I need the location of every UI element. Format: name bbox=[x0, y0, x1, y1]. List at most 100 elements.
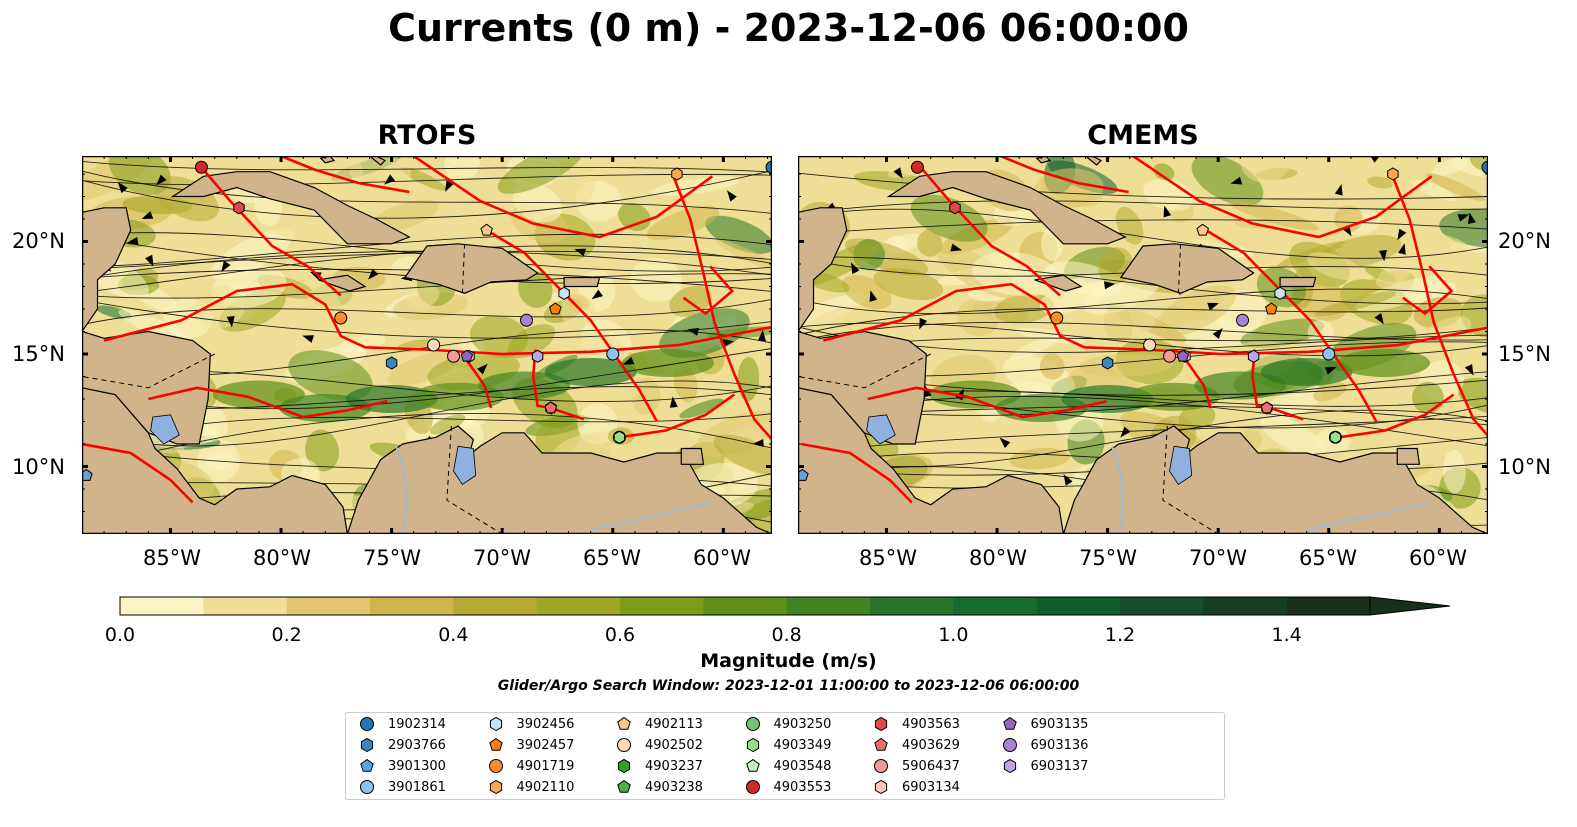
float-marker-4901719 bbox=[1050, 311, 1064, 325]
circle-icon bbox=[874, 759, 888, 773]
glider-track bbox=[867, 386, 1107, 419]
hexagon-icon bbox=[874, 716, 888, 732]
circle-icon bbox=[488, 759, 503, 773]
float-marker-6903135 bbox=[1176, 349, 1190, 362]
glider-track bbox=[619, 393, 736, 439]
legend-label: 6903136 bbox=[1030, 737, 1089, 753]
legend-label: 6903134 bbox=[902, 779, 960, 795]
legend-label: 4903553 bbox=[773, 779, 832, 795]
lon-label-a-70w: 70°W bbox=[473, 546, 531, 570]
map-cmems bbox=[798, 156, 1488, 534]
glider-track bbox=[1251, 349, 1304, 421]
float-marker-3901861 bbox=[1322, 347, 1336, 361]
legend-label: 3902456 bbox=[516, 716, 575, 732]
lat-label-right-20n: 20°N bbox=[1498, 229, 1551, 253]
glider-track bbox=[531, 349, 585, 421]
glider-track bbox=[461, 353, 493, 409]
legend-item-4902502: 4902502 bbox=[615, 735, 703, 755]
float-marker-4902113 bbox=[480, 223, 493, 236]
float-marker-6903135 bbox=[460, 349, 474, 362]
float-marker-1902314 bbox=[1481, 160, 1488, 174]
legend-label: 2903766 bbox=[388, 737, 446, 753]
glider-track bbox=[1338, 393, 1455, 439]
legend-item-4903553: 4903553 bbox=[744, 777, 832, 797]
glider-track bbox=[200, 166, 342, 297]
float-marker-6903136 bbox=[1236, 313, 1250, 327]
legend-item-6903134: 6903134 bbox=[872, 777, 960, 797]
circle-icon bbox=[617, 738, 631, 752]
legend-label: 5906437 bbox=[902, 758, 960, 774]
colorbar-tick-label: 0.0 bbox=[104, 624, 136, 646]
colorbar-segment bbox=[370, 597, 454, 615]
search-window-text: Glider/Argo Search Window: 2023-12-01 11… bbox=[497, 678, 1080, 694]
lon-label-b-80w: 80°W bbox=[969, 546, 1027, 570]
float-marker-4902502 bbox=[427, 338, 441, 352]
float-marker-6903136 bbox=[520, 313, 534, 327]
legend-item-6903137: 6903137 bbox=[1001, 756, 1088, 776]
glider-track bbox=[919, 166, 1061, 297]
hexagon-icon bbox=[360, 737, 374, 753]
pentagon-icon bbox=[488, 737, 503, 751]
legend-label: 4903349 bbox=[773, 737, 832, 753]
colorbar-segment bbox=[120, 597, 204, 615]
float-marker-4902110 bbox=[1387, 167, 1399, 181]
float-marker-2903766 bbox=[385, 356, 398, 370]
pentagon-icon bbox=[617, 716, 631, 730]
lon-label-b-65w: 65°W bbox=[1299, 546, 1357, 570]
legend-item-6903135: 6903135 bbox=[1001, 714, 1089, 734]
colorbar-segment bbox=[786, 597, 871, 615]
float-marker-5906437 bbox=[1163, 349, 1177, 363]
float-marker-3902456 bbox=[558, 286, 570, 300]
glider-track bbox=[1205, 229, 1378, 423]
legend-label: 4902502 bbox=[645, 737, 703, 753]
glider-track bbox=[1180, 353, 1212, 409]
circle-icon bbox=[360, 717, 374, 731]
float-marker-4902113 bbox=[1196, 223, 1209, 236]
colorbar-tick-label: 0.6 bbox=[604, 624, 636, 646]
float-marker-4903629 bbox=[544, 401, 558, 414]
legend-label: 6903135 bbox=[1030, 716, 1089, 732]
legend-label: 4902113 bbox=[645, 716, 703, 732]
colorbar-tick-label: 0.2 bbox=[271, 624, 302, 646]
float-marker-4902502 bbox=[1143, 338, 1157, 352]
map-rtofs bbox=[82, 156, 772, 534]
lon-label-a-60w: 60°W bbox=[693, 546, 751, 570]
circle-icon bbox=[745, 780, 760, 794]
lon-label-b-60w: 60°W bbox=[1409, 546, 1467, 570]
legend-label: 4903629 bbox=[902, 737, 960, 753]
lon-label-a-65w: 65°W bbox=[583, 546, 641, 570]
legend-item-3901861: 3901861 bbox=[358, 777, 446, 797]
glider-track bbox=[1390, 173, 1488, 438]
land-shape bbox=[170, 171, 411, 245]
colorbar bbox=[119, 596, 1451, 628]
glider-track bbox=[999, 156, 1129, 194]
legend-item-4903629: 4903629 bbox=[872, 735, 960, 755]
lon-label-a-80w: 80°W bbox=[253, 546, 311, 570]
panel-title-cmems: CMEMS bbox=[1087, 120, 1199, 151]
float-marker-4903629 bbox=[1260, 401, 1274, 414]
figure-title: Currents (0 m) - 2023-12-06 06:00:00 bbox=[388, 6, 1189, 50]
glider-track bbox=[682, 265, 735, 316]
legend-label: 1902314 bbox=[388, 716, 446, 732]
legend-label: 3901300 bbox=[388, 758, 446, 774]
land-shape bbox=[1396, 447, 1421, 465]
land-shape bbox=[680, 447, 705, 465]
panel-title-rtofs: RTOFS bbox=[377, 120, 477, 151]
float-marker-3901300 bbox=[798, 468, 809, 481]
land-shape bbox=[1034, 274, 1083, 292]
land-shape bbox=[82, 207, 132, 333]
hexagon-icon bbox=[617, 758, 631, 774]
float-marker-1902314 bbox=[765, 160, 772, 174]
colorbar-label: Magnitude (m/s) bbox=[700, 650, 877, 672]
colorbar-segment bbox=[620, 597, 704, 615]
legend-item-4902110: 4902110 bbox=[487, 777, 574, 797]
land-shape bbox=[886, 171, 1127, 245]
float-marker-2903766 bbox=[1101, 356, 1114, 370]
glider-track bbox=[801, 442, 913, 504]
pentagon-icon bbox=[360, 758, 374, 772]
hexagon-icon bbox=[1003, 758, 1016, 774]
colorbar-tick-label: 1.2 bbox=[1104, 624, 1136, 646]
colorbar-segment bbox=[1203, 597, 1288, 615]
legend-item-6903136: 6903136 bbox=[1001, 735, 1089, 755]
float-marker-4903349 bbox=[613, 430, 626, 444]
